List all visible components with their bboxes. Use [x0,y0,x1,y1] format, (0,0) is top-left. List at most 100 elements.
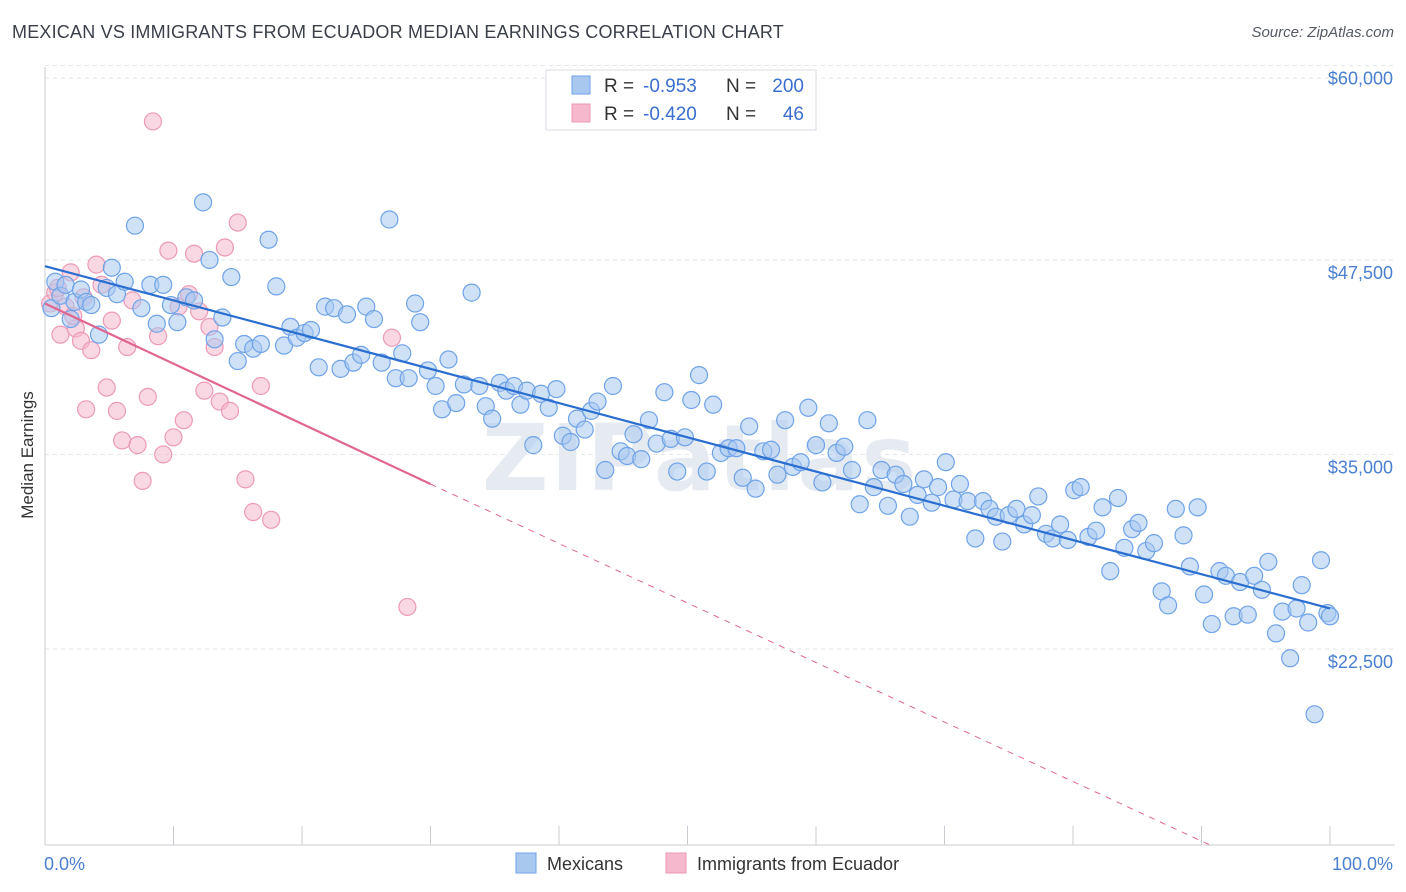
ecuador-point-17 [128,436,147,455]
mexicans-point-73 [547,379,566,399]
ecuador-point-36 [228,213,247,232]
mexicans-point-93 [689,365,709,385]
x-axis-ticks [44,826,1331,845]
mexicans-point-159 [1166,499,1185,519]
ecuador-point-24 [164,428,183,447]
legend-r-label-1: R = [604,76,634,97]
legend-box [545,69,817,131]
mexicans-point-140 [1029,487,1048,506]
legend-n-label-1: N = [726,76,756,97]
mexicans-point-160 [1174,526,1193,545]
mexicans-point-173 [1266,624,1286,643]
ecuador-point-28 [184,244,204,263]
mexicans-point-124 [914,470,934,489]
mexicans-point-158 [1158,596,1178,615]
mexicans-point-178 [1299,613,1318,632]
mexicans-point-64 [483,409,502,428]
mexicans-point-151 [1108,488,1128,508]
mexicans-point-85 [632,450,651,469]
mexicans-point-179 [1305,705,1324,724]
watermark: ZIPatlas [482,405,918,512]
mexicans-point-77 [575,420,594,439]
ecuador-point-37 [236,470,255,489]
mexicans-point-11 [102,258,121,277]
bottom-legend-swatch-ecuador [665,852,687,874]
mexicans-point-25 [205,330,224,349]
mexicans-point-162 [1188,498,1207,517]
mexicans-point-170 [1245,566,1264,585]
ecuador-point-35 [220,401,240,420]
mexicans-point-122 [900,507,919,526]
mexicans-point-86 [639,411,659,430]
ecuador-point-19 [138,387,157,406]
mexicans-point-28 [228,351,247,371]
mexicans-point-75 [561,432,580,452]
mexicans-point-180 [1311,551,1331,570]
mexicans-point-8 [82,295,101,315]
mexicans-point-113 [835,437,854,456]
mexicans-point-114 [842,460,862,480]
legend-n-value-mexicans: 200 [772,76,804,97]
mexicans-point-182 [1320,607,1340,626]
ecuador-point-39 [251,376,270,396]
mexicans-point-38 [301,320,321,340]
mexicans-point-115 [850,495,869,514]
ecuador-point-34 [215,238,234,257]
mexicans-point-100 [740,417,759,436]
mexicans-point-43 [337,305,357,324]
mexicans-point-39 [309,358,328,377]
mexicans-point-48 [372,353,391,372]
mexicans-point-163 [1194,585,1214,604]
mexicans-point-105 [776,411,795,430]
ecuador-point-9 [87,255,106,274]
mexicans-point-53 [405,294,425,313]
x-tick-label-right: 100.0% [1332,854,1393,874]
mexicans-point-56 [426,376,445,396]
mexicans-point-104 [768,465,787,484]
mexicans-point-24 [200,250,219,270]
mexicans-point-110 [813,473,832,492]
series-legend: Mexicans Immigrants from Ecuador [515,852,899,874]
ecuador-point-26 [174,411,193,430]
mexicans-point-172 [1259,552,1278,571]
legend-swatch-ecuador [571,103,591,123]
trend-lines [44,265,1331,846]
mexicans-point-92 [682,390,701,410]
chart-source: Source: ZipAtlas.com [1251,24,1394,41]
mexicans-point-116 [858,411,877,430]
ecuador-point-13 [107,401,127,420]
ecuador-point-30 [195,381,214,400]
mexicans-point-94 [697,462,716,481]
mexicans-point-31 [251,334,270,354]
ecuador-point-2 [51,325,70,344]
mexicans-point-176 [1287,599,1306,618]
ecuador-point-42 [398,597,417,617]
ecuador-point-38 [244,502,263,522]
mexicans-point-95 [704,395,723,414]
ecuador-point-22 [154,445,173,464]
mexicans-point-150 [1101,562,1120,581]
ecuador-point-11 [97,378,116,397]
mexicans-point-99 [733,468,752,487]
mexicans-point-139 [1022,506,1041,525]
mexicans-point-61 [462,283,481,302]
mexicans-point-103 [761,440,781,459]
y-axis-tick-labels: $22,500 $35,000 $47,500 $60,000 [1328,69,1393,673]
y-tick-label-0: $22,500 [1328,652,1393,672]
mexicans-point-131 [966,529,985,548]
mexicans-point-164 [1202,614,1221,634]
mexicans-point-52 [399,369,418,388]
mexicans-point-127 [936,453,955,472]
y-tick-label-3: $60,000 [1328,69,1393,89]
mexicans-point-111 [819,414,838,433]
mexicans-point-108 [799,398,818,417]
legend-r-value-ecuador: -0.420 [643,104,697,125]
chart-title: MEXICAN VS IMMIGRANTS FROM ECUADOR MEDIA… [12,22,784,42]
mexicans-point-119 [878,496,898,515]
trend-line-mexicans [44,265,1331,610]
ecuador-point-23 [159,241,178,260]
bottom-legend-label-ecuador: Immigrants from Ecuador [697,854,899,874]
trend-line-ecuador [44,302,431,486]
mexicans-point-58 [439,350,458,369]
